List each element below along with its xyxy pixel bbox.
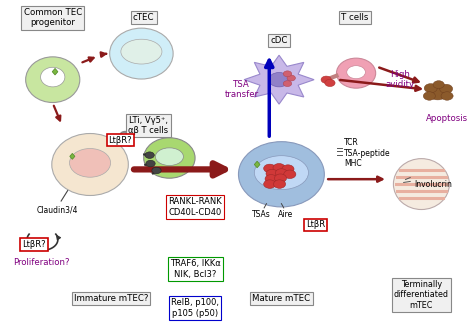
- Text: RANKL-RANK
CD40L-CD40: RANKL-RANK CD40L-CD40: [168, 197, 222, 216]
- Text: LtβR: LtβR: [306, 220, 325, 229]
- Circle shape: [145, 152, 155, 158]
- Ellipse shape: [238, 142, 324, 207]
- Text: T cells: T cells: [341, 13, 369, 22]
- Ellipse shape: [41, 67, 65, 87]
- Circle shape: [273, 180, 286, 188]
- Text: Aire: Aire: [277, 210, 293, 218]
- Circle shape: [152, 167, 161, 174]
- Circle shape: [433, 81, 444, 89]
- Circle shape: [283, 81, 292, 87]
- Circle shape: [275, 169, 287, 177]
- Ellipse shape: [337, 58, 376, 88]
- Ellipse shape: [155, 148, 183, 165]
- Text: Apoptosis: Apoptosis: [426, 114, 468, 123]
- Text: Proliferation?: Proliferation?: [13, 258, 69, 267]
- Circle shape: [273, 164, 285, 172]
- Ellipse shape: [52, 134, 128, 195]
- Circle shape: [439, 84, 453, 93]
- Polygon shape: [244, 55, 314, 104]
- Text: TSAs: TSAs: [252, 210, 270, 218]
- Ellipse shape: [255, 156, 309, 190]
- Text: TCR
TSA-peptide
MHC: TCR TSA-peptide MHC: [344, 138, 391, 168]
- Text: Immature mTEC?: Immature mTEC?: [74, 294, 148, 303]
- Circle shape: [428, 86, 448, 100]
- Circle shape: [283, 71, 292, 77]
- Text: High
avidity: High avidity: [386, 70, 415, 89]
- Circle shape: [274, 174, 287, 183]
- Ellipse shape: [70, 148, 110, 177]
- Ellipse shape: [109, 28, 173, 79]
- Circle shape: [287, 75, 295, 81]
- Circle shape: [321, 76, 331, 83]
- Ellipse shape: [26, 57, 80, 103]
- Text: LTi, Vγ5⁺,
αβ T cells: LTi, Vγ5⁺, αβ T cells: [128, 116, 168, 135]
- Text: TSA
transfer: TSA transfer: [225, 80, 259, 99]
- Circle shape: [424, 84, 438, 93]
- Circle shape: [266, 169, 278, 178]
- Ellipse shape: [393, 159, 449, 210]
- Ellipse shape: [144, 138, 195, 178]
- Text: Involucrin: Involucrin: [414, 180, 452, 189]
- Circle shape: [284, 170, 296, 179]
- Text: cTEC: cTEC: [133, 13, 155, 22]
- Polygon shape: [70, 153, 75, 159]
- Circle shape: [441, 92, 453, 100]
- Text: cDC: cDC: [270, 36, 288, 45]
- Text: Claudin3/4: Claudin3/4: [36, 206, 78, 215]
- Circle shape: [264, 180, 276, 188]
- Circle shape: [282, 165, 294, 173]
- Ellipse shape: [347, 66, 365, 79]
- Circle shape: [265, 175, 277, 183]
- Text: Mature mTEC: Mature mTEC: [252, 294, 310, 303]
- Text: RelB, p100,
p105 (p50): RelB, p100, p105 (p50): [171, 298, 219, 318]
- Polygon shape: [52, 68, 58, 75]
- Text: LtβR?: LtβR?: [109, 136, 132, 144]
- Polygon shape: [255, 161, 260, 168]
- Text: Terminally
differentiated
mTEC: Terminally differentiated mTEC: [394, 280, 449, 310]
- Circle shape: [325, 79, 335, 87]
- Text: Common TEC
progenitor: Common TEC progenitor: [24, 8, 82, 27]
- Circle shape: [264, 164, 276, 173]
- Text: LtβR?: LtβR?: [22, 240, 46, 249]
- Circle shape: [269, 72, 289, 87]
- Circle shape: [146, 160, 155, 167]
- Ellipse shape: [121, 39, 162, 64]
- Text: TRAF6, IKKα
NIK, Bcl3?: TRAF6, IKKα NIK, Bcl3?: [170, 259, 220, 279]
- Circle shape: [423, 92, 436, 100]
